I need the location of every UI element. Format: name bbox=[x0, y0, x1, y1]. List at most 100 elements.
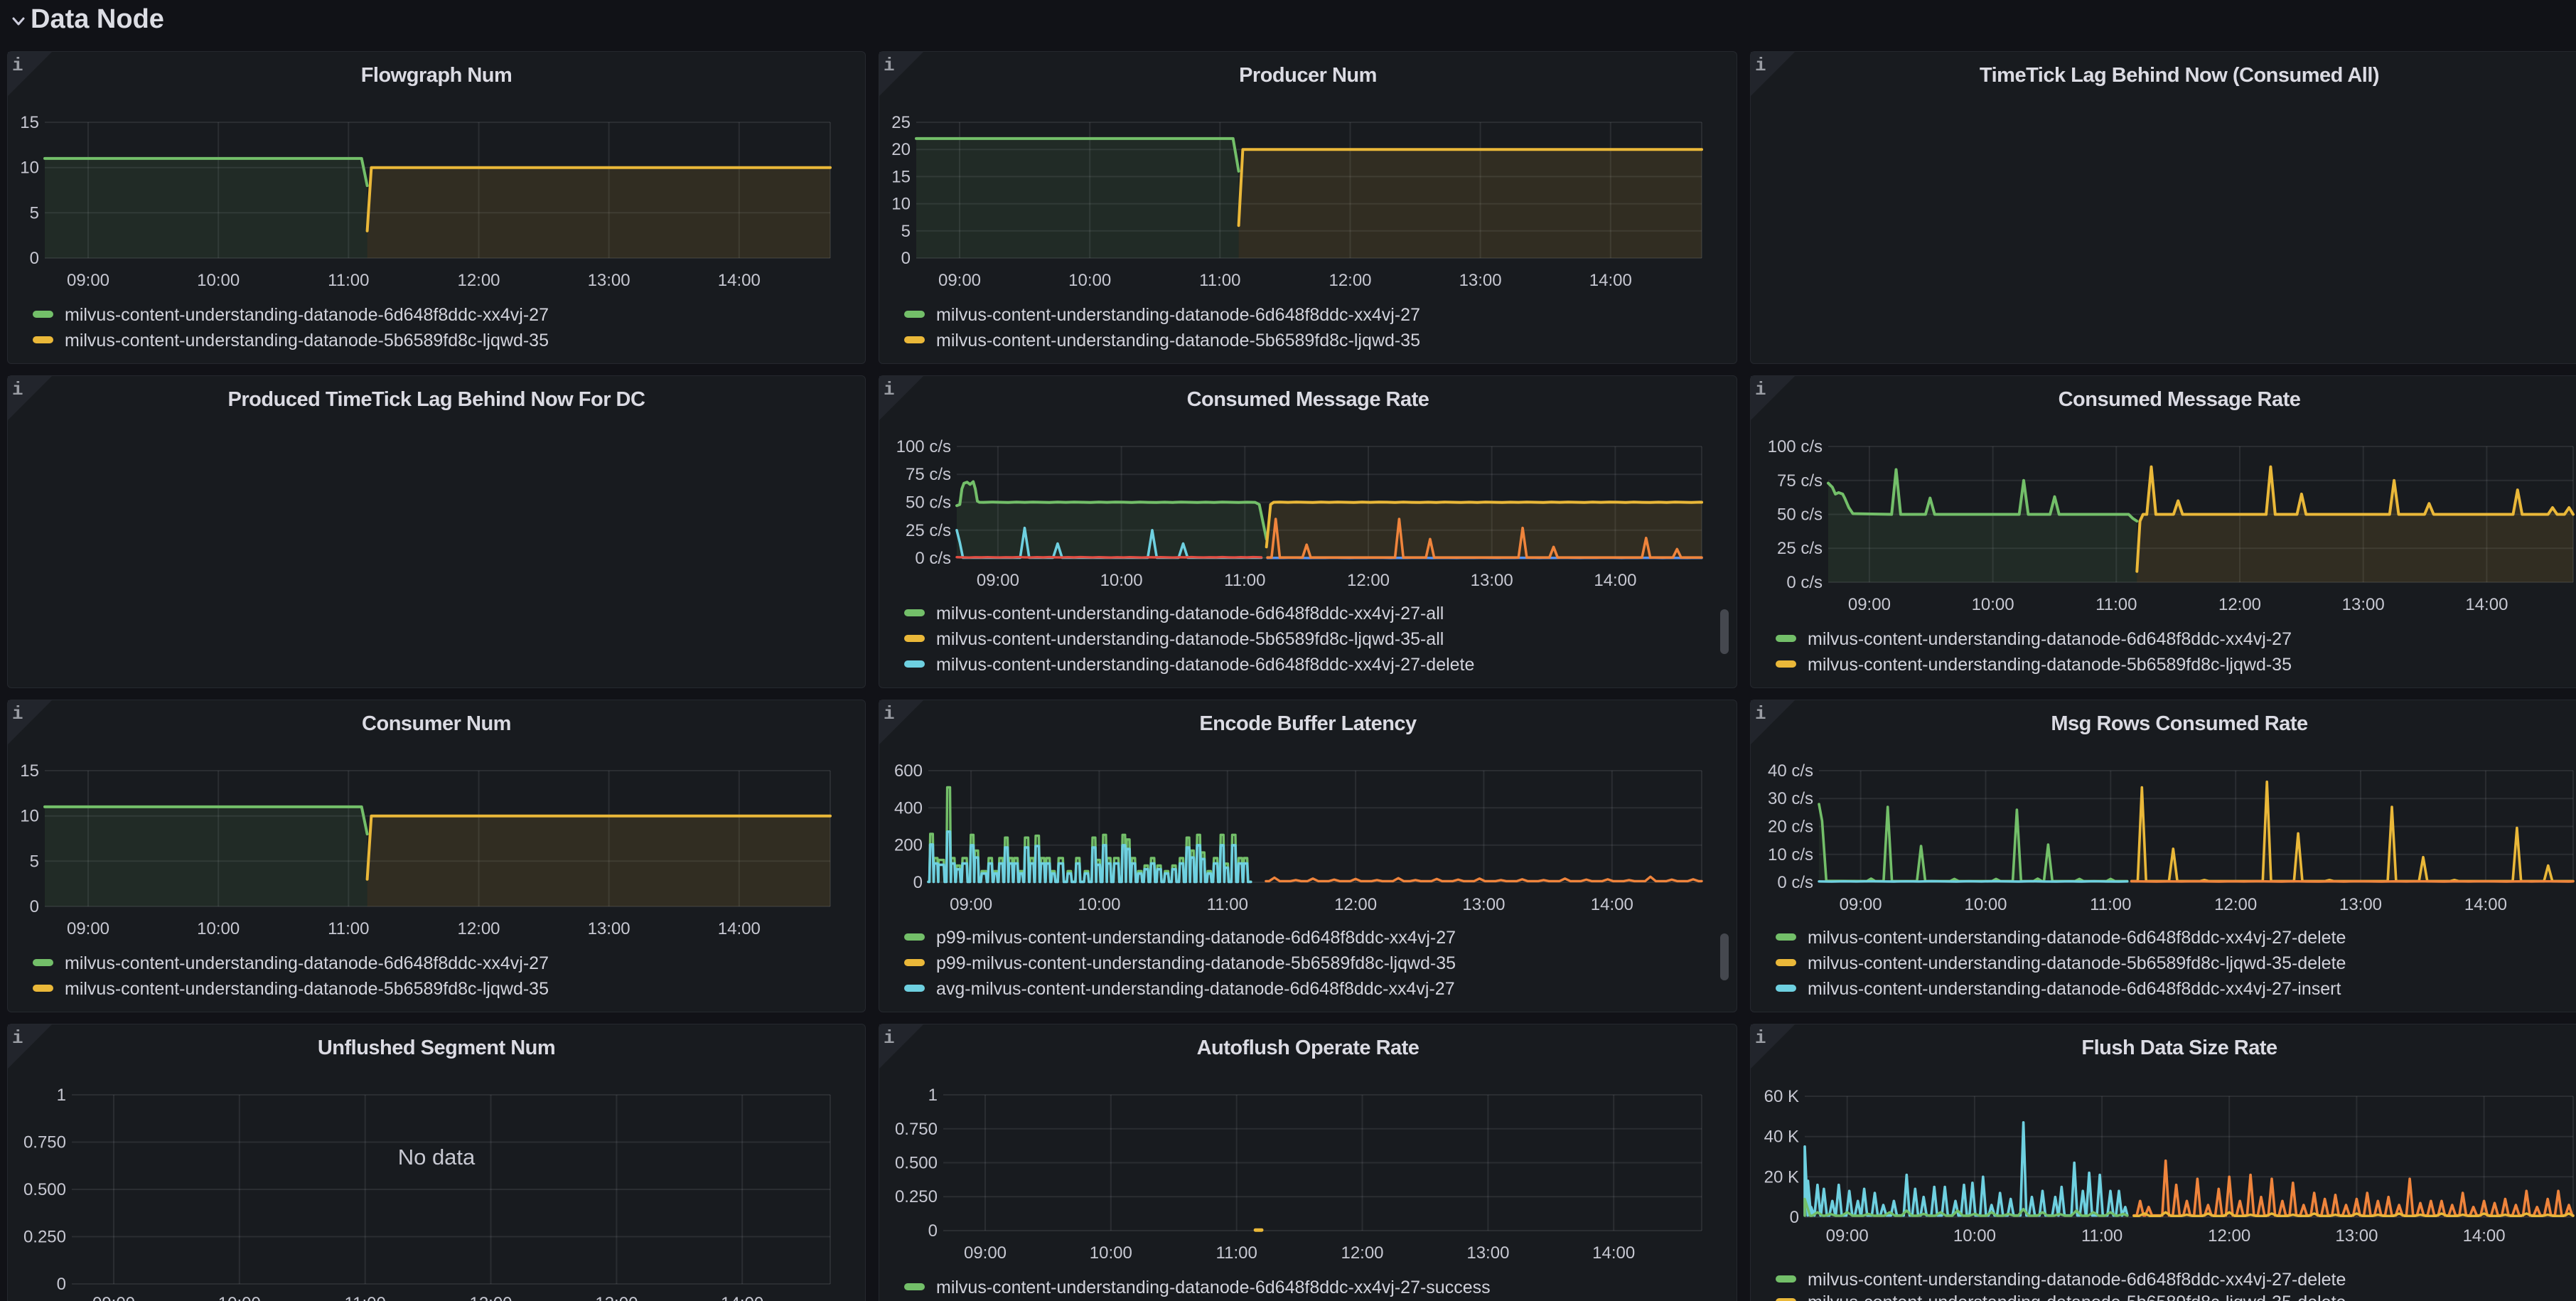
svg-text:75 c/s: 75 c/s bbox=[906, 465, 951, 484]
svg-text:13:00: 13:00 bbox=[2339, 895, 2382, 914]
svg-text:400: 400 bbox=[894, 798, 923, 818]
svg-text:12:00: 12:00 bbox=[457, 919, 500, 938]
svg-text:10:00: 10:00 bbox=[1090, 1243, 1132, 1263]
svg-text:25: 25 bbox=[891, 113, 911, 132]
svg-text:13:00: 13:00 bbox=[595, 1294, 638, 1301]
svg-text:13:00: 13:00 bbox=[2335, 1226, 2378, 1246]
svg-text:0.500: 0.500 bbox=[895, 1154, 938, 1173]
svg-text:0 c/s: 0 c/s bbox=[1786, 573, 1823, 592]
svg-text:11:00: 11:00 bbox=[2090, 895, 2131, 914]
svg-text:0 c/s: 0 c/s bbox=[915, 549, 951, 568]
svg-text:11:00: 11:00 bbox=[2095, 595, 2137, 614]
svg-text:0 c/s: 0 c/s bbox=[1777, 873, 1813, 892]
svg-text:14:00: 14:00 bbox=[718, 919, 761, 938]
svg-text:10: 10 bbox=[20, 159, 39, 178]
svg-text:50 c/s: 50 c/s bbox=[906, 493, 951, 513]
svg-text:10:00: 10:00 bbox=[197, 271, 240, 290]
svg-text:5: 5 bbox=[901, 222, 911, 241]
svg-text:14:00: 14:00 bbox=[2465, 595, 2508, 614]
svg-text:11:00: 11:00 bbox=[1216, 1243, 1257, 1263]
svg-text:09:00: 09:00 bbox=[1826, 1226, 1869, 1246]
svg-text:20: 20 bbox=[891, 140, 911, 159]
svg-text:5: 5 bbox=[30, 852, 39, 871]
svg-text:13:00: 13:00 bbox=[1466, 1243, 1509, 1263]
svg-text:0: 0 bbox=[30, 249, 39, 268]
svg-text:1: 1 bbox=[928, 1086, 938, 1105]
svg-text:09:00: 09:00 bbox=[67, 271, 109, 290]
svg-text:600: 600 bbox=[894, 761, 923, 781]
svg-text:10:00: 10:00 bbox=[197, 919, 240, 938]
svg-text:0: 0 bbox=[1790, 1208, 1799, 1227]
svg-text:10:00: 10:00 bbox=[1972, 595, 2014, 614]
svg-text:11:00: 11:00 bbox=[1199, 271, 1240, 290]
svg-text:09:00: 09:00 bbox=[950, 895, 992, 914]
svg-text:30 c/s: 30 c/s bbox=[1768, 789, 1813, 808]
svg-text:14:00: 14:00 bbox=[718, 271, 761, 290]
svg-text:0: 0 bbox=[30, 897, 39, 916]
svg-text:11:00: 11:00 bbox=[345, 1294, 386, 1301]
svg-text:12:00: 12:00 bbox=[1341, 1243, 1383, 1263]
svg-text:25 c/s: 25 c/s bbox=[906, 521, 951, 540]
svg-text:14:00: 14:00 bbox=[1594, 571, 1636, 590]
svg-text:0.250: 0.250 bbox=[895, 1187, 938, 1206]
svg-text:100 c/s: 100 c/s bbox=[1768, 437, 1823, 456]
svg-text:11:00: 11:00 bbox=[2081, 1226, 2122, 1246]
svg-text:13:00: 13:00 bbox=[588, 919, 630, 938]
svg-text:0.500: 0.500 bbox=[23, 1180, 66, 1199]
svg-text:10:00: 10:00 bbox=[1068, 271, 1111, 290]
svg-text:13:00: 13:00 bbox=[588, 271, 630, 290]
svg-text:15: 15 bbox=[20, 113, 39, 132]
svg-text:09:00: 09:00 bbox=[67, 919, 109, 938]
svg-text:12:00: 12:00 bbox=[1329, 271, 1371, 290]
svg-text:1: 1 bbox=[57, 1086, 66, 1105]
svg-text:20 c/s: 20 c/s bbox=[1768, 818, 1813, 837]
svg-text:13:00: 13:00 bbox=[1471, 571, 1513, 590]
svg-text:09:00: 09:00 bbox=[977, 571, 1019, 590]
svg-text:50 c/s: 50 c/s bbox=[1777, 505, 1823, 525]
svg-text:40 c/s: 40 c/s bbox=[1768, 761, 1813, 781]
svg-text:25 c/s: 25 c/s bbox=[1777, 539, 1823, 558]
svg-text:12:00: 12:00 bbox=[1334, 895, 1377, 914]
svg-text:0: 0 bbox=[928, 1221, 938, 1241]
svg-text:0: 0 bbox=[901, 249, 911, 268]
svg-text:14:00: 14:00 bbox=[1592, 1243, 1635, 1263]
svg-text:13:00: 13:00 bbox=[1459, 271, 1502, 290]
svg-text:12:00: 12:00 bbox=[469, 1294, 512, 1301]
svg-text:75 c/s: 75 c/s bbox=[1777, 471, 1823, 491]
svg-text:10: 10 bbox=[20, 807, 39, 826]
svg-text:12:00: 12:00 bbox=[2218, 595, 2261, 614]
svg-text:15: 15 bbox=[20, 761, 39, 781]
svg-text:10 c/s: 10 c/s bbox=[1768, 845, 1813, 864]
svg-text:200: 200 bbox=[894, 836, 923, 855]
svg-text:09:00: 09:00 bbox=[1848, 595, 1891, 614]
svg-text:100 c/s: 100 c/s bbox=[896, 437, 951, 456]
svg-text:12:00: 12:00 bbox=[2214, 895, 2257, 914]
svg-text:14:00: 14:00 bbox=[1591, 895, 1633, 914]
svg-text:12:00: 12:00 bbox=[1347, 571, 1390, 590]
svg-text:09:00: 09:00 bbox=[92, 1294, 135, 1301]
svg-text:09:00: 09:00 bbox=[938, 271, 981, 290]
svg-text:0.250: 0.250 bbox=[23, 1228, 66, 1247]
svg-text:40 K: 40 K bbox=[1764, 1128, 1799, 1147]
svg-text:0.750: 0.750 bbox=[23, 1133, 66, 1152]
svg-text:09:00: 09:00 bbox=[964, 1243, 1007, 1263]
svg-text:12:00: 12:00 bbox=[457, 271, 500, 290]
svg-text:13:00: 13:00 bbox=[2342, 595, 2385, 614]
svg-text:0.750: 0.750 bbox=[895, 1120, 938, 1139]
svg-text:09:00: 09:00 bbox=[1840, 895, 1882, 914]
svg-text:14:00: 14:00 bbox=[721, 1294, 763, 1301]
svg-text:11:00: 11:00 bbox=[328, 271, 369, 290]
svg-text:0: 0 bbox=[57, 1275, 66, 1294]
svg-text:10: 10 bbox=[891, 195, 911, 214]
svg-text:10:00: 10:00 bbox=[1078, 895, 1120, 914]
svg-text:10:00: 10:00 bbox=[1100, 571, 1143, 590]
svg-text:14:00: 14:00 bbox=[2463, 1226, 2506, 1246]
svg-text:10:00: 10:00 bbox=[218, 1294, 261, 1301]
svg-text:20 K: 20 K bbox=[1764, 1167, 1799, 1187]
svg-text:14:00: 14:00 bbox=[2464, 895, 2507, 914]
svg-text:11:00: 11:00 bbox=[1207, 895, 1248, 914]
svg-text:10:00: 10:00 bbox=[1953, 1226, 1996, 1246]
svg-text:11:00: 11:00 bbox=[328, 919, 369, 938]
svg-text:60 K: 60 K bbox=[1764, 1087, 1799, 1106]
svg-text:13:00: 13:00 bbox=[1462, 895, 1505, 914]
